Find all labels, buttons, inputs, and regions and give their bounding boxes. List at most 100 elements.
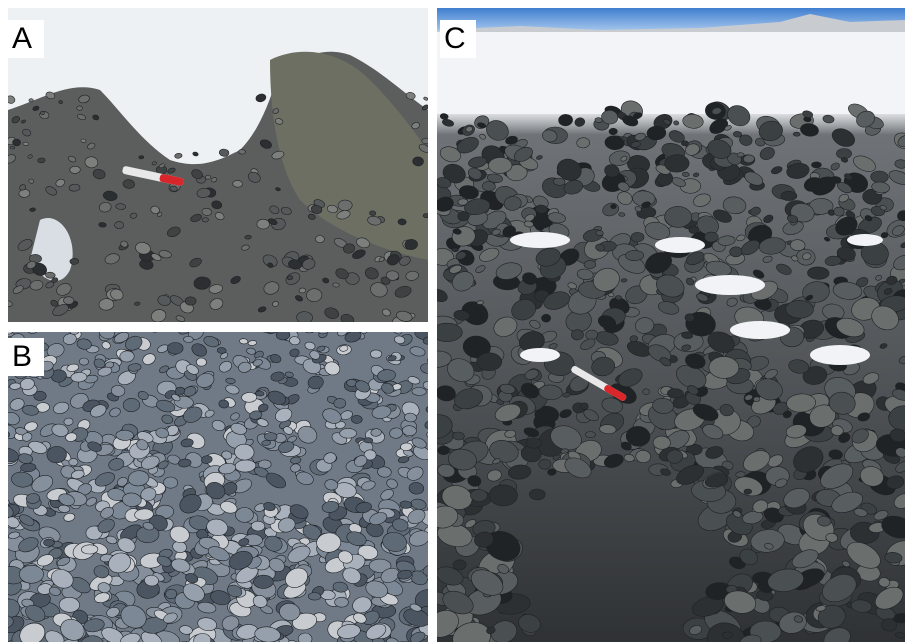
stone xyxy=(593,267,620,292)
stone xyxy=(63,512,76,522)
stone xyxy=(487,469,502,482)
stone xyxy=(193,633,212,642)
stone xyxy=(599,424,617,435)
stone xyxy=(604,164,620,178)
stone xyxy=(681,344,692,351)
stone xyxy=(20,462,37,473)
stone xyxy=(369,512,388,525)
stone xyxy=(580,338,596,351)
stone xyxy=(422,336,428,345)
stone xyxy=(324,307,340,319)
stone xyxy=(178,332,190,335)
stone xyxy=(69,332,80,335)
stone xyxy=(292,612,318,631)
stone xyxy=(165,588,178,600)
stone xyxy=(28,178,35,184)
stone xyxy=(807,266,830,280)
stone xyxy=(12,285,24,294)
stone xyxy=(862,372,880,385)
stone xyxy=(451,271,475,292)
stone xyxy=(76,105,83,111)
stone xyxy=(873,510,889,521)
stone xyxy=(525,437,542,449)
stone xyxy=(437,463,456,478)
stone xyxy=(894,159,905,169)
stone xyxy=(437,248,454,266)
stone xyxy=(218,399,230,409)
stone xyxy=(158,460,169,470)
stone xyxy=(580,402,589,410)
stone xyxy=(28,98,34,103)
stone xyxy=(652,435,671,450)
stone xyxy=(418,143,428,153)
stone xyxy=(275,332,291,341)
stone xyxy=(693,172,700,178)
stone xyxy=(166,226,181,238)
stone xyxy=(22,141,30,146)
stone xyxy=(442,118,454,127)
stone xyxy=(691,596,724,617)
stone xyxy=(45,91,56,100)
stone xyxy=(370,428,382,437)
stone xyxy=(668,130,685,143)
snow-patch xyxy=(810,345,870,365)
stone xyxy=(46,446,67,464)
stone xyxy=(51,423,69,437)
stone xyxy=(270,371,285,382)
stone xyxy=(601,109,619,125)
stone xyxy=(490,620,518,642)
stone xyxy=(234,443,255,461)
stone xyxy=(604,135,625,151)
stone xyxy=(684,313,695,322)
stone xyxy=(238,361,252,373)
stone xyxy=(576,268,594,280)
stone xyxy=(50,299,59,307)
stone xyxy=(681,140,689,147)
stone xyxy=(734,476,763,497)
stone xyxy=(296,471,314,485)
stone xyxy=(389,427,403,439)
stone xyxy=(486,173,503,184)
stone xyxy=(51,277,59,283)
stone xyxy=(420,363,428,374)
stone xyxy=(427,502,428,514)
stone xyxy=(174,152,183,159)
stone xyxy=(889,428,905,443)
stone xyxy=(232,180,243,188)
stone xyxy=(239,338,249,345)
stone xyxy=(21,432,33,442)
snow-patch xyxy=(520,348,560,362)
stone xyxy=(892,225,905,236)
stone xyxy=(874,586,904,610)
stone xyxy=(196,372,215,388)
stone xyxy=(208,284,223,294)
stone xyxy=(272,301,279,307)
stone xyxy=(253,574,274,589)
stone xyxy=(8,516,20,529)
stone xyxy=(790,239,806,252)
stone xyxy=(297,425,318,444)
stone xyxy=(625,250,645,261)
stone xyxy=(893,493,905,509)
stone xyxy=(785,300,814,319)
stone xyxy=(465,126,473,133)
stone xyxy=(21,119,26,124)
stone xyxy=(122,179,135,189)
stone xyxy=(454,388,483,410)
stone xyxy=(664,206,692,228)
stone xyxy=(256,218,270,230)
stone xyxy=(355,501,372,514)
stone xyxy=(722,196,747,215)
stone xyxy=(817,604,846,629)
stone xyxy=(634,132,646,141)
stone xyxy=(363,437,374,444)
stone xyxy=(880,232,889,239)
stone xyxy=(216,347,227,354)
stone xyxy=(494,403,521,422)
stone xyxy=(141,616,168,634)
stone xyxy=(437,505,459,529)
stone xyxy=(422,564,428,576)
stone xyxy=(45,186,57,196)
stone xyxy=(104,253,120,265)
stone xyxy=(286,275,294,281)
